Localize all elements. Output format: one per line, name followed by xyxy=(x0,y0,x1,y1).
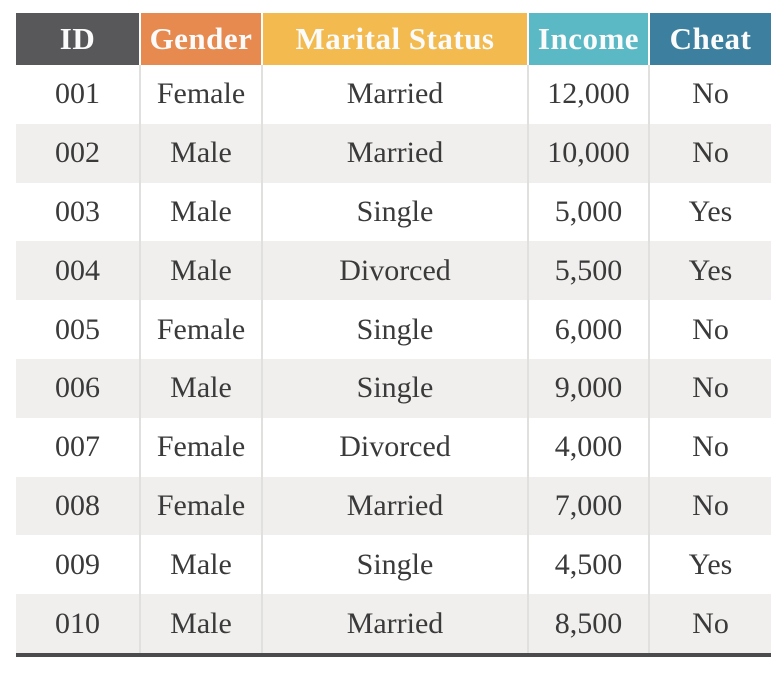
table-row: 003 Male Single 5,000 Yes xyxy=(16,182,771,242)
table-cell: No xyxy=(648,300,771,359)
table-row: 007 Female Divorced 4,000 No xyxy=(16,417,771,477)
table-row: 009 Male Single 4,500 Yes xyxy=(16,535,771,595)
table-cell: Single xyxy=(261,358,527,418)
column-header-gender: Gender xyxy=(139,13,261,65)
table-cell: 008 xyxy=(16,476,139,536)
table-cell: No xyxy=(648,65,771,124)
column-header-id: ID xyxy=(16,13,139,65)
table-cell: No xyxy=(648,594,771,653)
table-cell: Single xyxy=(261,535,527,595)
table-cell: 003 xyxy=(16,182,139,242)
table-row: 010 Male Married 8,500 No xyxy=(16,594,771,653)
column-header-income: Income xyxy=(527,13,648,65)
dataset-table: ID Gender Marital Status Income Cheat 001 Fem… xyxy=(16,13,771,657)
table-cell: Male xyxy=(139,182,261,242)
column-header-marital-status: Marital Status xyxy=(261,13,527,65)
table-cell: Male xyxy=(139,123,261,183)
table-cell: 5,000 xyxy=(527,182,648,242)
table-cell: Yes xyxy=(648,535,771,595)
column-header-cheat: Cheat xyxy=(648,13,771,65)
header-row: ID Gender Marital Status Income Cheat xyxy=(16,13,771,65)
table-cell: 9,000 xyxy=(527,358,648,418)
table-cell: No xyxy=(648,417,771,477)
table-cell: 009 xyxy=(16,535,139,595)
table-cell: Female xyxy=(139,300,261,359)
table-cell: 002 xyxy=(16,123,139,183)
table-cell: Yes xyxy=(648,182,771,242)
table-cell: 7,000 xyxy=(527,476,648,536)
table-cell: Single xyxy=(261,300,527,359)
table-cell: 5,500 xyxy=(527,241,648,301)
table-cell: No xyxy=(648,123,771,183)
table-cell: Female xyxy=(139,65,261,124)
table-cell: Married xyxy=(261,65,527,124)
table-cell: 005 xyxy=(16,300,139,359)
table-row: 004 Male Divorced 5,500 Yes xyxy=(16,241,771,301)
dataset-table-container: ID Gender Marital Status Income Cheat 001 Fem… xyxy=(16,13,771,657)
table-cell: No xyxy=(648,358,771,418)
table-cell: Single xyxy=(261,182,527,242)
table-cell: 007 xyxy=(16,417,139,477)
table-cell: 6,000 xyxy=(527,300,648,359)
table-cell: Married xyxy=(261,476,527,536)
table-cell: Male xyxy=(139,594,261,653)
table-cell: 010 xyxy=(16,594,139,653)
table-cell: 10,000 xyxy=(527,123,648,183)
table-cell: Married xyxy=(261,123,527,183)
table-cell: Male xyxy=(139,535,261,595)
table-cell: Divorced xyxy=(261,417,527,477)
table-cell: 8,500 xyxy=(527,594,648,653)
table-row: 006 Male Single 9,000 No xyxy=(16,358,771,418)
table-row: 001 Female Married 12,000 No xyxy=(16,65,771,124)
table-cell: Married xyxy=(261,594,527,653)
table-cell: Female xyxy=(139,476,261,536)
table-cell: 4,500 xyxy=(527,535,648,595)
table-row: 005 Female Single 6,000 No xyxy=(16,300,771,359)
table-cell: Male xyxy=(139,241,261,301)
table-cell: 4,000 xyxy=(527,417,648,477)
table-cell: Male xyxy=(139,358,261,418)
table-cell: 004 xyxy=(16,241,139,301)
table-cell: Divorced xyxy=(261,241,527,301)
table-row: 008 Female Married 7,000 No xyxy=(16,476,771,536)
table-cell: 006 xyxy=(16,358,139,418)
table-cell: 12,000 xyxy=(527,65,648,124)
table-body: 001 Female Married 12,000 No 002 Male Married 10… xyxy=(16,65,771,653)
table-cell: No xyxy=(648,476,771,536)
table-row: 002 Male Married 10,000 No xyxy=(16,123,771,183)
table-cell: 001 xyxy=(16,65,139,124)
table-cell: Female xyxy=(139,417,261,477)
table-cell: Yes xyxy=(648,241,771,301)
